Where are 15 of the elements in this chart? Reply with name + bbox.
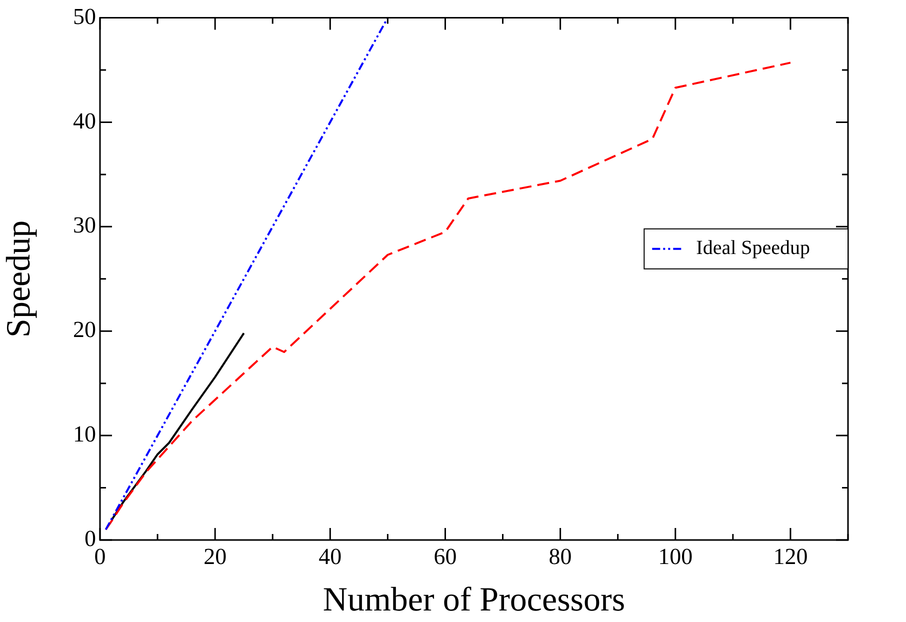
y-tick-label: 0 (84, 526, 96, 552)
y-tick-label: 50 (73, 4, 96, 29)
x-axis-title: Number of Processors (322, 582, 626, 619)
x-tick-label: 60 (434, 544, 457, 569)
x-tick-label: 80 (548, 544, 572, 569)
y-axis-title: Speedup (0, 220, 38, 338)
x-tick-label: 20 (204, 544, 227, 569)
y-tick-label: 10 (73, 422, 96, 447)
y-tick-label: 30 (73, 212, 96, 238)
legend-label: Ideal Speedup (696, 237, 810, 260)
x-tick-label: 100 (658, 544, 693, 569)
y-tick-label: 40 (73, 108, 96, 134)
x-tick-label: 120 (773, 544, 808, 569)
x-tick-label: 40 (318, 544, 342, 569)
y-tick-label: 20 (73, 317, 96, 342)
